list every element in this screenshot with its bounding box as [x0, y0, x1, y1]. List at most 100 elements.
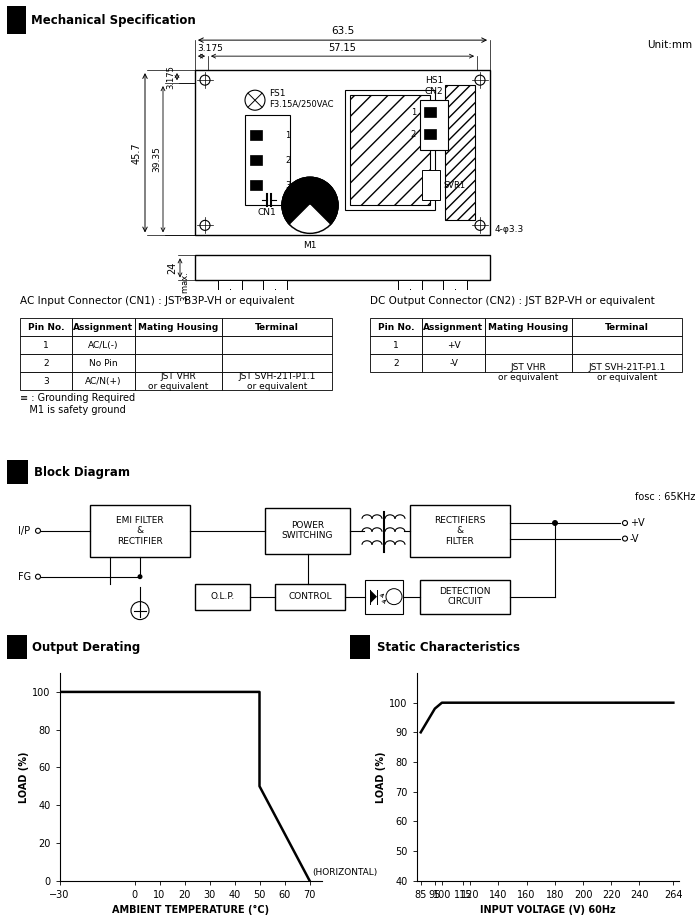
Text: Pin No.: Pin No. [28, 323, 64, 332]
Circle shape [200, 76, 210, 85]
Text: AC Input Connector (CN1) : JST B3P-VH or equivalent: AC Input Connector (CN1) : JST B3P-VH or… [20, 296, 295, 306]
Bar [365, 580, 403, 614]
Circle shape [475, 76, 485, 85]
Text: CN2: CN2 [425, 88, 443, 96]
Text: 2: 2 [43, 359, 49, 368]
Text: 2: 2 [411, 130, 416, 138]
Bar [7, 6, 26, 34]
Bar [420, 100, 448, 150]
Text: 1: 1 [411, 108, 416, 117]
Bar [135, 318, 222, 337]
Bar [572, 354, 682, 372]
Circle shape [552, 520, 558, 526]
Bar [485, 337, 572, 354]
Text: +V: +V [630, 518, 645, 528]
Text: JST VHR
or equivalent: JST VHR or equivalent [148, 372, 209, 391]
Text: 24: 24 [167, 262, 177, 274]
Bar [370, 318, 422, 337]
Text: -V: -V [630, 534, 640, 544]
Bar [398, 280, 422, 292]
Bar [350, 635, 370, 659]
Text: Output Derating: Output Derating [32, 641, 141, 654]
Text: JST SVH-21T-P1.1
or equivalent: JST SVH-21T-P1.1 or equivalent [238, 372, 316, 391]
Bar [422, 318, 485, 337]
Text: ≡ : Grounding Required: ≡ : Grounding Required [20, 394, 135, 403]
Text: 3: 3 [43, 377, 49, 385]
Bar [222, 337, 332, 354]
Bar [20, 318, 72, 337]
Bar [20, 372, 72, 390]
Text: FG: FG [18, 572, 31, 582]
Bar [7, 460, 28, 484]
Bar [572, 337, 682, 354]
Text: JST VHR
or equivalent: JST VHR or equivalent [498, 362, 559, 382]
Text: DC Output Connector (CN2) : JST B2P-VH or equivalent: DC Output Connector (CN2) : JST B2P-VH o… [370, 296, 654, 306]
Bar [410, 505, 510, 557]
Text: 1: 1 [285, 131, 290, 140]
Bar [20, 354, 72, 372]
Text: Block Diagram: Block Diagram [34, 466, 130, 479]
Text: 39.35: 39.35 [152, 147, 161, 172]
Bar [72, 337, 135, 354]
Polygon shape [370, 590, 377, 604]
Circle shape [475, 220, 485, 230]
Text: 4-φ3.3: 4-φ3.3 [495, 225, 524, 234]
Bar [250, 181, 262, 190]
Bar [370, 354, 422, 372]
Bar [345, 90, 435, 210]
Text: 3: 3 [285, 181, 290, 190]
Bar [275, 584, 345, 609]
Text: JST SVH-21T-P1.1
or equivalent: JST SVH-21T-P1.1 or equivalent [588, 362, 666, 382]
Text: AC/N(+): AC/N(+) [85, 377, 122, 385]
Text: I/P: I/P [18, 526, 30, 536]
Text: 3.175: 3.175 [166, 65, 175, 89]
Text: Terminal: Terminal [605, 323, 649, 332]
Bar [370, 337, 422, 354]
Circle shape [137, 574, 143, 579]
Text: Static Characteristics: Static Characteristics [377, 641, 520, 654]
Bar [222, 354, 332, 372]
Text: 1: 1 [393, 341, 399, 349]
Bar [350, 95, 430, 206]
X-axis label: INPUT VOLTAGE (V) 60Hz: INPUT VOLTAGE (V) 60Hz [480, 905, 615, 916]
Text: POWER
SWITCHING: POWER SWITCHING [281, 521, 333, 540]
Text: 2: 2 [285, 156, 290, 165]
Text: M1 is safety ground: M1 is safety ground [20, 406, 126, 415]
Bar [443, 280, 467, 292]
Text: +V: +V [447, 341, 461, 349]
Polygon shape [290, 206, 330, 233]
Polygon shape [282, 177, 338, 225]
Bar [485, 354, 572, 372]
Text: 63.5: 63.5 [331, 26, 354, 36]
Bar [422, 337, 485, 354]
Bar [485, 318, 572, 337]
Bar [250, 130, 262, 140]
Text: Mating Housing: Mating Housing [139, 323, 218, 332]
Text: Mechanical Specification: Mechanical Specification [31, 14, 196, 27]
Text: 45.7: 45.7 [132, 142, 142, 163]
Circle shape [200, 220, 210, 230]
Text: fosc : 65KHz: fosc : 65KHz [635, 491, 695, 502]
Text: F3.15A/250VAC: F3.15A/250VAC [269, 100, 333, 109]
Text: SVR1: SVR1 [444, 181, 466, 190]
Text: M1: M1 [303, 242, 316, 251]
Bar [135, 337, 222, 354]
Bar [572, 318, 682, 337]
Text: O.L.P.: O.L.P. [211, 592, 234, 601]
Bar [7, 635, 27, 659]
Bar [195, 255, 490, 280]
Bar [222, 318, 332, 337]
Bar [72, 354, 135, 372]
Text: RECTIFIERS
&
FILTER: RECTIFIERS & FILTER [434, 516, 486, 546]
Text: AC/L(-): AC/L(-) [88, 341, 119, 349]
Text: 2: 2 [393, 359, 399, 368]
Text: 1: 1 [43, 341, 49, 349]
Bar [245, 115, 290, 206]
Text: Pin No.: Pin No. [378, 323, 414, 332]
Text: EMI FILTER
&
RECTIFIER: EMI FILTER & RECTIFIER [116, 516, 164, 546]
Bar [222, 372, 332, 390]
Y-axis label: LOAD (%): LOAD (%) [377, 751, 386, 802]
X-axis label: AMBIENT TEMPERATURE (°C): AMBIENT TEMPERATURE (°C) [112, 905, 270, 916]
Text: CN1: CN1 [258, 208, 277, 218]
Text: No Pin: No Pin [89, 359, 118, 368]
